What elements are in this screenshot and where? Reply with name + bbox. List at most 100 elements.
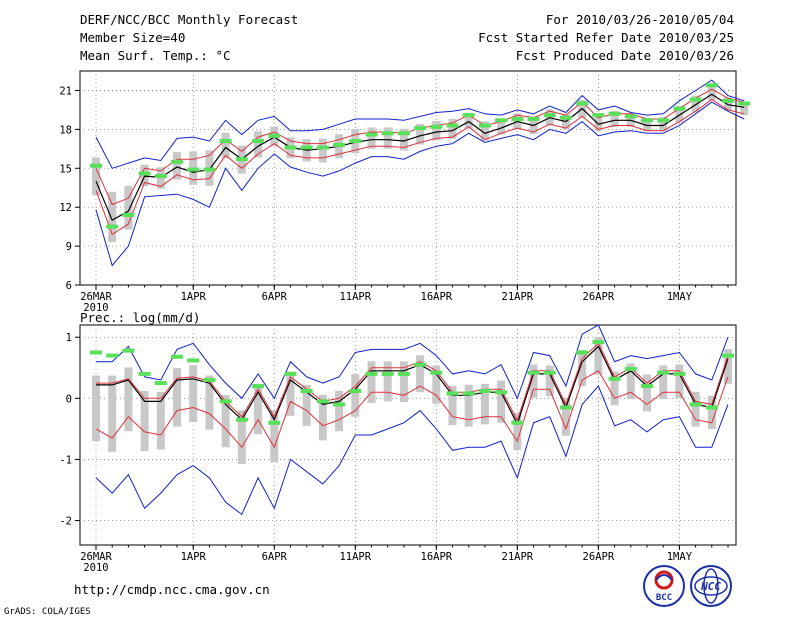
prec-y-tick-label: 1 xyxy=(66,332,72,344)
prec-ensemble-box xyxy=(270,410,279,463)
precipitation-panel-title: Prec.: log(mm/d) xyxy=(80,310,200,325)
temp-ensemble-box xyxy=(221,132,230,159)
prec-observed-marker xyxy=(446,391,459,396)
bcc-logo-text: BCC xyxy=(656,593,672,603)
prec-observed-marker xyxy=(122,348,135,353)
temp-y-tick-label: 15 xyxy=(59,163,72,175)
prec-ensemble-box xyxy=(383,361,392,402)
temp-ensemble-box xyxy=(610,111,619,128)
temp-observed-marker xyxy=(705,83,718,88)
temp-x-tick-label: 26MAR xyxy=(80,291,112,303)
temp-observed-marker xyxy=(219,139,232,144)
prec-ensemble-box xyxy=(237,410,246,465)
prec-observed-marker xyxy=(462,391,475,396)
prec-ensemble-box xyxy=(578,350,587,387)
prec-observed-marker xyxy=(154,381,167,386)
prec-observed-marker xyxy=(722,353,734,358)
temp-lower-inner-bound-line xyxy=(95,98,745,236)
prec-ensemble-box xyxy=(367,361,376,403)
prec-observed-marker xyxy=(349,389,362,393)
temp-ensemble-box xyxy=(691,95,700,112)
temp-y-tick-label: 12 xyxy=(59,202,72,214)
temp-observed-marker xyxy=(462,113,475,118)
temp-observed-marker xyxy=(430,124,443,129)
prec-ensemble-box xyxy=(124,367,133,432)
temp-observed-marker xyxy=(268,133,281,138)
temp-observed-marker xyxy=(446,123,459,128)
prec-observed-marker xyxy=(219,399,232,404)
temp-observed-marker xyxy=(657,118,670,123)
temp-ensemble-box xyxy=(432,120,441,141)
temp-ensemble-box xyxy=(367,127,376,149)
temp-ensemble-box xyxy=(497,119,506,135)
prec-ensemble-box xyxy=(659,365,668,400)
source-url[interactable]: http://cmdp.ncc.cma.gov.cn xyxy=(74,582,270,597)
prec-ensemble-box xyxy=(594,336,603,375)
prec-ensemble-box xyxy=(480,383,489,425)
temp-ensemble-box xyxy=(108,191,117,243)
temp-plot-frame xyxy=(79,70,737,286)
temp-x-tick-label: 16APR xyxy=(421,291,453,303)
ncc-logo-text: NCC xyxy=(700,580,721,593)
temp-ensemble-box xyxy=(124,185,133,230)
temp-observed-marker xyxy=(187,167,200,172)
prec-x-tick-label: 16APR xyxy=(421,551,453,563)
prec-ensemble-box xyxy=(108,375,117,452)
prec-observed-marker xyxy=(543,370,556,375)
prec-observed-marker xyxy=(657,370,670,375)
temp-observed-marker xyxy=(365,132,378,137)
prec-ensemble-box xyxy=(724,349,732,384)
prec-lower-outer-bound-line xyxy=(95,385,729,516)
temp-observed-marker xyxy=(640,118,653,123)
prec-observed-marker xyxy=(235,417,248,422)
prec-y-tick-label: 0 xyxy=(66,393,72,405)
prec-observed-marker xyxy=(90,350,102,355)
temp-y-tick-label: 6 xyxy=(66,280,72,292)
prec-lower-inner-bound-line xyxy=(95,370,729,449)
prec-observed-marker xyxy=(608,376,621,381)
temp-ensemble-box xyxy=(740,101,749,116)
temp-ensemble-box xyxy=(724,97,732,111)
prec-ensemble-box xyxy=(497,380,506,423)
prec-observed-marker xyxy=(268,420,281,425)
prec-observed-marker xyxy=(705,405,718,410)
temp-ensemble-box xyxy=(399,128,408,151)
prec-observed-marker xyxy=(316,399,329,404)
prec-ensemble-box xyxy=(205,375,214,430)
prec-ensemble-box xyxy=(675,364,684,399)
prec-upper-inner-bound-line xyxy=(96,342,729,422)
prec-ensemble-box xyxy=(416,355,425,393)
prec-observed-marker xyxy=(559,405,572,410)
temp-observed-marker xyxy=(284,145,297,150)
prec-ensemble-box xyxy=(432,365,441,404)
prec-ensemble-box xyxy=(156,391,165,450)
prec-ensemble-mean-line xyxy=(96,345,729,426)
prec-observed-marker xyxy=(252,384,265,389)
prec-ensemble-box xyxy=(189,365,198,423)
prec-observed-marker xyxy=(284,371,297,376)
prec-x-tick-label: 11APR xyxy=(339,551,371,563)
temp-observed-marker xyxy=(316,145,329,150)
temp-ensemble-box xyxy=(594,114,603,131)
temp-upper-outer-bound-line xyxy=(95,79,745,169)
prec-observed-marker xyxy=(673,371,686,376)
prec-ensemble-box xyxy=(286,371,295,416)
ncc-logo: NCC xyxy=(690,565,732,607)
temp-ensemble-box xyxy=(464,112,473,129)
temp-ensemble-box xyxy=(416,123,425,145)
prec-ensemble-box xyxy=(513,412,522,451)
temp-y-tick-label: 9 xyxy=(66,241,72,253)
prec-observed-marker xyxy=(527,370,540,375)
prec-ensemble-box xyxy=(707,395,716,429)
temp-observed-marker xyxy=(722,98,734,103)
prec-observed-marker xyxy=(576,350,589,355)
member-size: Member Size=40 xyxy=(80,30,185,45)
temp-observed-marker xyxy=(527,116,540,121)
prec-ensemble-box xyxy=(221,394,230,448)
prec-x-tick-year: 2010 xyxy=(83,562,108,574)
prec-observed-marker xyxy=(171,354,184,359)
temp-observed-marker xyxy=(138,171,151,176)
prec-ensemble-box xyxy=(399,361,408,403)
